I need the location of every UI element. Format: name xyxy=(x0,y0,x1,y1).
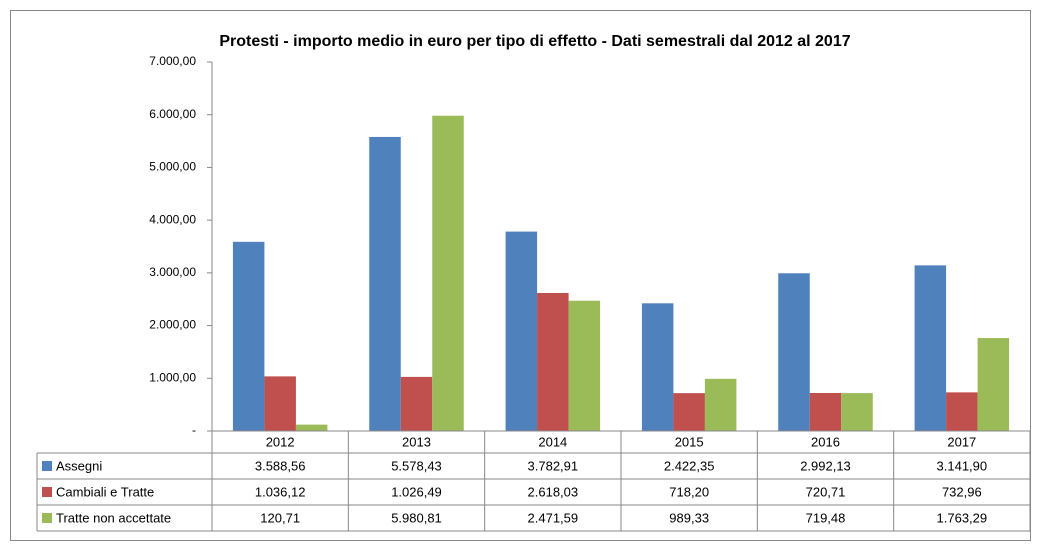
table-value: 3.141,90 xyxy=(937,458,988,473)
table-value: 719,48 xyxy=(806,510,846,525)
x-tick-label: 2013 xyxy=(402,434,431,449)
legend-label: Tratte non accettate xyxy=(56,510,171,525)
y-tick-label: 7.000,00 xyxy=(149,54,196,68)
bar xyxy=(704,378,737,431)
table-value: 2.471,59 xyxy=(528,510,579,525)
bar xyxy=(673,393,705,431)
legend-swatch xyxy=(42,487,52,497)
chart-title: Protesti - importo medio in euro per tip… xyxy=(219,33,850,50)
bar xyxy=(369,136,401,431)
legend-swatch xyxy=(42,461,52,471)
legend-label: Cambiali e Tratte xyxy=(56,484,154,499)
y-tick-label: 6.000,00 xyxy=(149,107,196,121)
table-value: 5.578,43 xyxy=(391,458,442,473)
y-tick-label: 4.000,00 xyxy=(149,212,196,226)
table-value: 3.782,91 xyxy=(528,458,579,473)
y-tick-label: - xyxy=(192,423,196,437)
legend-label: Assegni xyxy=(56,458,102,473)
bar xyxy=(537,292,569,431)
table-value: 5.980,81 xyxy=(391,510,442,525)
x-tick-label: 2015 xyxy=(675,434,704,449)
y-tick-label: 2.000,00 xyxy=(149,318,196,332)
x-tick-label: 2014 xyxy=(538,434,567,449)
bar xyxy=(778,273,810,431)
bar xyxy=(432,115,464,431)
bar xyxy=(946,392,978,431)
bar xyxy=(295,424,328,431)
table-value: 718,20 xyxy=(669,484,709,499)
legend-swatch xyxy=(42,513,52,523)
x-tick-label: 2017 xyxy=(947,434,976,449)
bar xyxy=(841,393,873,431)
table-value: 732,96 xyxy=(942,484,982,499)
bar xyxy=(641,303,674,431)
bar xyxy=(568,300,601,431)
bar xyxy=(232,241,265,431)
table-value: 2.992,13 xyxy=(800,458,851,473)
table-value: 989,33 xyxy=(669,510,709,525)
bar xyxy=(400,376,433,431)
table-value: 720,71 xyxy=(806,484,846,499)
table-value: 1.763,29 xyxy=(937,510,988,525)
table-value: 2.422,35 xyxy=(664,458,715,473)
bar xyxy=(977,338,1010,431)
bar xyxy=(505,231,538,431)
y-tick-label: 1.000,00 xyxy=(149,370,196,384)
bar xyxy=(264,376,296,431)
x-tick-label: 2012 xyxy=(266,434,295,449)
table-value: 3.588,56 xyxy=(255,458,306,473)
bar xyxy=(914,265,947,431)
y-tick-label: 5.000,00 xyxy=(149,160,196,174)
table-value: 120,71 xyxy=(260,510,300,525)
table-value: 1.036,12 xyxy=(255,484,306,499)
table-value: 1.026,49 xyxy=(391,484,442,499)
table-value: 2.618,03 xyxy=(528,484,579,499)
x-tick-label: 2016 xyxy=(811,434,840,449)
y-tick-label: 3.000,00 xyxy=(149,265,196,279)
bar xyxy=(809,393,842,431)
